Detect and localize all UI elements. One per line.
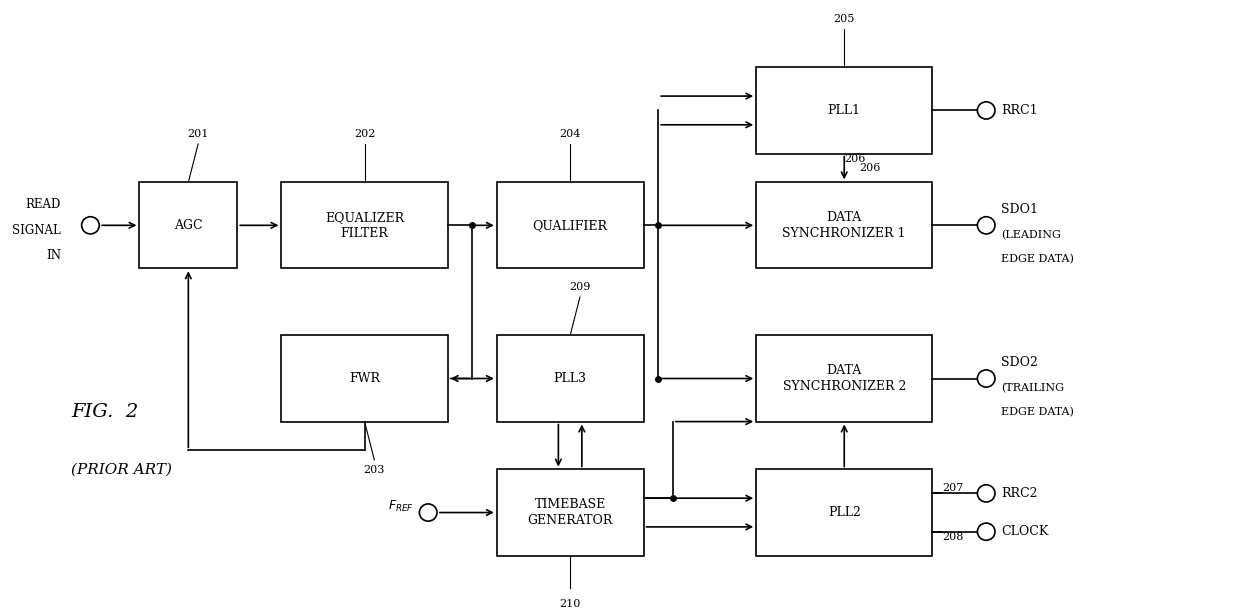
Text: $F_{REF}$: $F_{REF}$ — [388, 499, 413, 514]
Text: FIG.  2: FIG. 2 — [71, 403, 138, 421]
Text: EDGE DATA): EDGE DATA) — [1001, 407, 1074, 417]
Bar — [756, 67, 932, 153]
Text: QUALIFIER: QUALIFIER — [533, 219, 608, 232]
Text: 205: 205 — [833, 14, 854, 24]
Text: CLOCK: CLOCK — [1001, 525, 1048, 538]
Bar — [756, 469, 932, 555]
Bar — [497, 335, 644, 422]
Text: RRC1: RRC1 — [1001, 104, 1038, 117]
Text: (TRAILING: (TRAILING — [1001, 383, 1064, 393]
Text: EQUALIZER
FILTER: EQUALIZER FILTER — [325, 211, 404, 240]
Text: 210: 210 — [559, 599, 580, 609]
Text: READ: READ — [26, 198, 61, 211]
Bar — [497, 469, 644, 555]
Text: 206: 206 — [844, 153, 866, 164]
Text: RRC2: RRC2 — [1001, 487, 1038, 500]
Text: SDO1: SDO1 — [1001, 203, 1038, 216]
Bar — [281, 335, 448, 422]
Bar — [497, 182, 644, 268]
Text: 202: 202 — [353, 129, 376, 139]
Text: SIGNAL: SIGNAL — [12, 224, 61, 236]
Text: (PRIOR ART): (PRIOR ART) — [71, 463, 172, 477]
Text: 204: 204 — [559, 129, 580, 139]
Text: IN: IN — [46, 249, 61, 262]
Text: TIMEBASE
GENERATOR: TIMEBASE GENERATOR — [527, 498, 613, 527]
Bar — [139, 182, 237, 268]
Text: EDGE DATA): EDGE DATA) — [1001, 254, 1074, 265]
Bar — [281, 182, 448, 268]
Text: 201: 201 — [187, 129, 208, 139]
Text: PLL3: PLL3 — [553, 372, 587, 385]
Text: 208: 208 — [942, 532, 963, 542]
Text: (LEADING: (LEADING — [1001, 230, 1060, 240]
Text: AGC: AGC — [174, 219, 202, 232]
Text: FWR: FWR — [348, 372, 379, 385]
Text: 207: 207 — [942, 483, 963, 494]
Text: 206: 206 — [859, 163, 880, 173]
Text: PLL1: PLL1 — [828, 104, 861, 117]
Text: DATA
SYNCHRONIZER 1: DATA SYNCHRONIZER 1 — [782, 211, 906, 240]
Text: DATA
SYNCHRONIZER 2: DATA SYNCHRONIZER 2 — [782, 364, 906, 393]
Text: PLL2: PLL2 — [828, 506, 861, 519]
Text: 203: 203 — [363, 465, 386, 475]
Text: SDO2: SDO2 — [1001, 356, 1038, 369]
Bar — [756, 335, 932, 422]
Bar — [756, 182, 932, 268]
Text: 209: 209 — [569, 282, 590, 292]
